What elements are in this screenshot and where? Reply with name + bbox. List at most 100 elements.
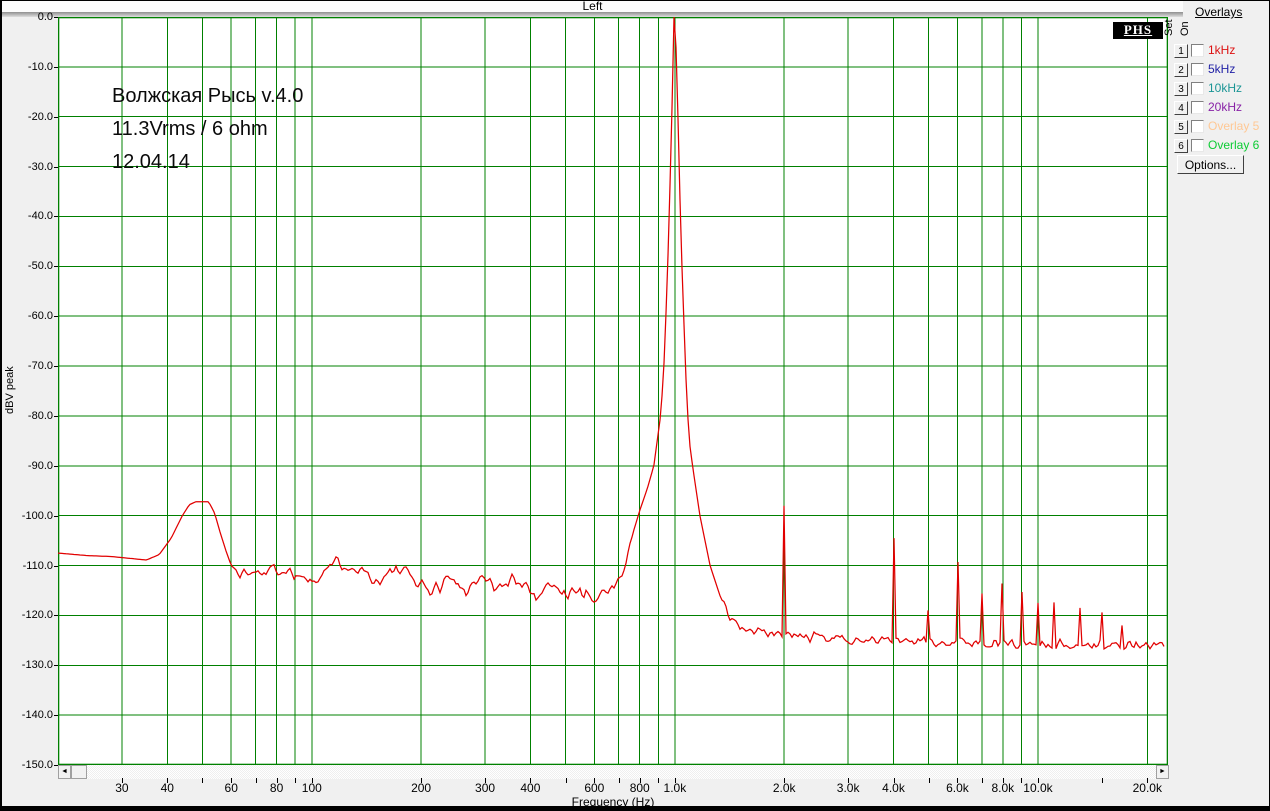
plot-area	[58, 17, 1168, 765]
y-tick-label--110.0: -110.0	[22, 559, 53, 572]
window-border-left	[0, 0, 2, 811]
y-tick-mark	[54, 166, 58, 168]
overlay-label-1: 1kHz	[1208, 43, 1236, 57]
overlay-label-2: 5kHz	[1208, 62, 1236, 76]
overlay-set-button-1[interactable]: 1	[1174, 44, 1188, 58]
options-button[interactable]: Options...	[1177, 155, 1244, 174]
x-tick-mark	[982, 778, 983, 783]
y-tick-mark	[54, 415, 58, 417]
window-border-bottom	[0, 806, 1270, 811]
x-tick-label-40: 40	[160, 781, 174, 795]
overlay-label-3: 10kHz	[1208, 81, 1243, 95]
x-tick-label-400: 400	[520, 781, 541, 795]
x-tick-mark	[530, 778, 531, 783]
overlay-on-checkbox-5[interactable]	[1191, 120, 1204, 133]
plot-border	[58, 17, 1168, 765]
y-tick-label--60.0: -60.0	[27, 310, 53, 323]
x-tick-label-80: 80	[269, 781, 284, 795]
x-axis-label: Frequency (Hz)	[571, 795, 655, 809]
annotation-line-1: Волжская Рысь v.4.0	[112, 85, 304, 107]
spectrum-trace	[58, 17, 1165, 651]
overlay-set-button-4[interactable]: 4	[1174, 101, 1188, 115]
y-tick-label--80.0: -80.0	[27, 409, 53, 422]
x-tick-label-2.0k: 2.0k	[772, 781, 796, 795]
scrollbar-thumb[interactable]	[71, 765, 87, 779]
x-tick-label-30: 30	[115, 781, 129, 795]
x-tick-mark	[1038, 778, 1039, 783]
x-tick-mark	[566, 778, 567, 783]
y-tick-label--140.0: -140.0	[21, 709, 53, 722]
y-tick-mark	[54, 216, 58, 218]
y-tick-mark	[54, 765, 58, 766]
overlay-on-checkbox-6[interactable]	[1191, 139, 1204, 152]
overlay-label-5: Overlay 5	[1208, 119, 1260, 133]
overlay-on-checkbox-4[interactable]	[1191, 101, 1204, 114]
overlay-on-checkbox-1[interactable]	[1191, 44, 1204, 57]
y-tick-label--90.0: -90.0	[27, 459, 53, 472]
x-tick-label-100: 100	[301, 781, 322, 795]
x-tick-mark	[957, 778, 958, 783]
x-tick-mark	[256, 778, 257, 783]
x-tick-label-8.0k: 8.0k	[991, 781, 1015, 795]
overlay-set-button-3[interactable]: 3	[1174, 82, 1188, 96]
y-tick-mark	[54, 366, 58, 368]
y-tick-mark	[54, 465, 58, 467]
overlay-set-button-2[interactable]: 2	[1174, 63, 1188, 77]
overlay-on-checkbox-2[interactable]	[1191, 63, 1204, 76]
y-tick-mark	[54, 316, 58, 318]
x-tick-label-20.0k: 20.0k	[1132, 781, 1162, 795]
y-tick-label--40.0: -40.0	[27, 210, 53, 223]
x-tick-mark	[295, 778, 296, 783]
x-tick-mark	[848, 778, 849, 783]
x-tick-mark	[594, 778, 595, 783]
x-tick-label-300: 300	[475, 781, 496, 795]
scroll-right-button[interactable]: ►	[1156, 765, 1169, 779]
y-tick-label--30.0: -30.0	[27, 160, 53, 173]
x-tick-mark	[485, 778, 486, 783]
overlays-title: Overlays	[1195, 5, 1243, 19]
x-tick-mark	[894, 778, 895, 783]
x-tick-mark	[1147, 778, 1148, 783]
x-tick-label-1.0k: 1.0k	[663, 781, 687, 795]
x-tick-mark	[122, 778, 123, 783]
set-column-header: Set	[1163, 19, 1175, 36]
overlay-label-6: Overlay 6	[1208, 138, 1260, 152]
y-tick-label--20.0: -20.0	[27, 110, 53, 123]
x-tick-mark	[1102, 778, 1103, 783]
y-tick-label--130.0: -130.0	[21, 659, 53, 672]
window-border-top	[0, 0, 1270, 1]
annotation-text: Волжская Рысь v.4.0 11.3Vrms / 6 ohm 12.…	[112, 80, 303, 179]
overlay-set-button-5[interactable]: 5	[1174, 120, 1188, 134]
overlay-on-checkbox-3[interactable]	[1191, 82, 1204, 95]
scroll-left-button[interactable]: ◄	[58, 765, 71, 779]
x-tick-label-3.0k: 3.0k	[836, 781, 860, 795]
scrollbar-track[interactable]	[87, 765, 1156, 779]
overlay-set-button-6[interactable]: 6	[1174, 139, 1188, 153]
y-tick-mark	[54, 515, 58, 517]
y-tick-label--120.0: -120.0	[21, 609, 53, 622]
title-divider	[2, 12, 1183, 17]
y-tick-mark	[54, 615, 58, 617]
annotation-line-2: 11.3Vrms / 6 ohm	[112, 118, 268, 140]
y-tick-label--10.0: -10.0	[27, 60, 53, 73]
spectrum-chart	[58, 17, 1168, 765]
x-tick-mark	[784, 778, 785, 783]
x-tick-label-600: 600	[584, 781, 605, 795]
x-tick-label-200: 200	[411, 781, 432, 795]
x-tick-label-6.0k: 6.0k	[946, 781, 969, 795]
x-tick-mark	[675, 778, 676, 783]
x-tick-mark	[658, 778, 659, 783]
x-tick-mark	[231, 778, 232, 783]
x-tick-mark	[312, 778, 313, 783]
y-tick-mark	[54, 116, 58, 118]
horizontal-scrollbar[interactable]: ◄ ►	[58, 765, 1169, 779]
x-tick-label-10.0k: 10.0k	[1023, 781, 1053, 795]
x-tick-mark	[167, 778, 168, 783]
y-tick-label--50.0: -50.0	[27, 260, 53, 273]
y-tick-label--150.0: -150.0	[21, 759, 53, 771]
x-tick-mark	[619, 778, 620, 783]
plot-title: Left	[2, 0, 1183, 12]
y-tick-mark	[54, 565, 58, 567]
y-tick-label-0.0: 0.0	[37, 11, 53, 23]
